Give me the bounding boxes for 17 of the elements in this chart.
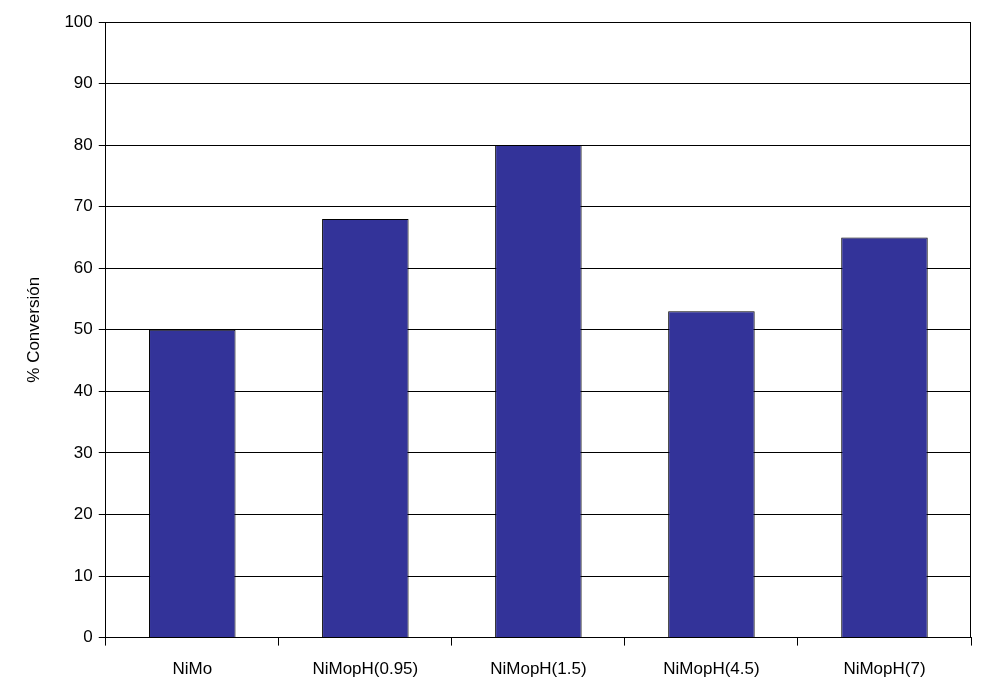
x-tick-label: NiMopH(1.5) (490, 659, 587, 679)
x-tick-label: NiMopH(0.95) (312, 659, 419, 679)
y-tick-label: 90 (73, 73, 93, 93)
y-tick-label: 40 (73, 381, 93, 401)
y-tick-label: 50 (73, 319, 93, 339)
x-tick-label: NiMopH(7) (843, 659, 926, 679)
y-tick-label: 60 (73, 257, 93, 277)
y-tick-label: 20 (73, 504, 93, 524)
x-tick-label: NiMo (172, 659, 213, 679)
x-tick-label: NiMopH(4.5) (663, 659, 760, 679)
y-tick-label: 10 (73, 565, 93, 585)
y-tick-label: 70 (73, 196, 93, 216)
y-tick-label: 100 (64, 11, 93, 31)
y-axis-title: % Conversión (23, 276, 43, 383)
y-tick-label: 0 (83, 627, 93, 647)
y-tick-label: 30 (73, 442, 93, 462)
y-tick-label: 80 (73, 134, 93, 154)
